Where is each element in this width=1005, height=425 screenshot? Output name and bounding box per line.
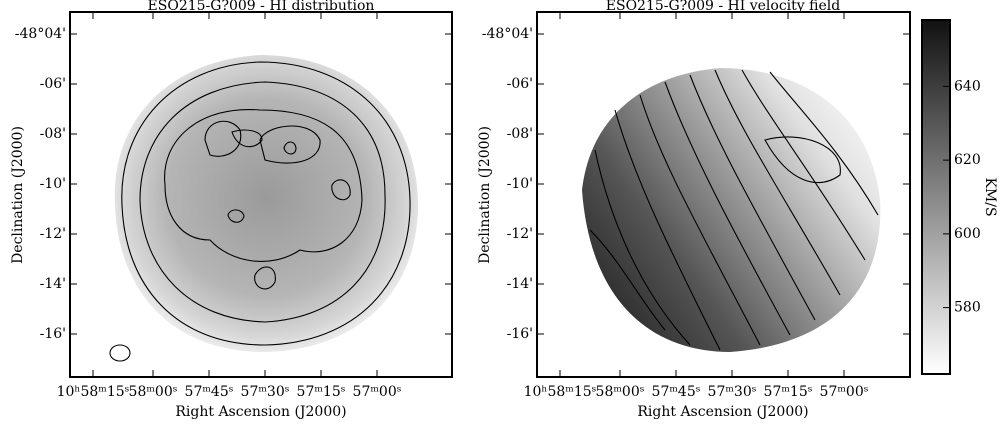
panel-title: ESO215-G?009 - HI distribution	[148, 0, 375, 14]
colorbar-label: KM/S	[982, 177, 998, 216]
x-tick-label: 57ᵐ15ˢ	[297, 384, 346, 400]
colorbar	[921, 19, 951, 375]
y-tick-label: -08'	[507, 126, 533, 142]
colorbar-tick-label: 620	[954, 152, 981, 168]
y-tick-label: -12'	[507, 226, 533, 242]
x-tick-label: 57ᵐ30ˢ	[708, 384, 757, 400]
y-tick-label: -48°04'	[15, 26, 66, 42]
y-tick-label: -10'	[40, 176, 66, 192]
y-tick-label: -10'	[507, 176, 533, 192]
colorbar-tick-label: 580	[954, 300, 981, 316]
x-tick-label: 57ᵐ15ˢ	[764, 384, 813, 400]
panel-title: ESO215-G?009 - HI velocity field	[606, 0, 840, 14]
y-tick-label: -12'	[40, 226, 66, 242]
y-tick-label: -06'	[40, 76, 66, 92]
x-tick-label: 57ᵐ30ˢ	[241, 384, 290, 400]
hi-map	[109, 55, 419, 362]
y-tick-label: -14'	[40, 276, 66, 292]
y-axis-label: Declination (J2000)	[477, 126, 493, 264]
x-tick-label: 57ᵐ45ˢ	[185, 384, 234, 400]
panel-frame	[69, 11, 453, 378]
colorbar-tick-label: 640	[954, 78, 981, 94]
x-tick-label: 57ᵐ00ˢ	[820, 384, 869, 400]
x-tick-label: 58ᵐ00ˢ	[596, 384, 645, 400]
y-tick-label: -06'	[507, 76, 533, 92]
y-tick-label: -08'	[40, 126, 66, 142]
colorbar-tick-label: 600	[954, 226, 981, 242]
x-tick-label: 58ᵐ00ˢ	[129, 384, 178, 400]
x-tick-label: 57ᵐ45ˢ	[652, 384, 701, 400]
y-tick-label: -14'	[507, 276, 533, 292]
x-axis-label: Right Ascension (J2000)	[175, 404, 346, 420]
y-tick-label: -16'	[507, 326, 533, 342]
x-axis-label: Right Ascension (J2000)	[637, 404, 808, 420]
x-tick-label: 10ʰ58ᵐ15ˢ	[524, 384, 597, 400]
y-axis-label: Declination (J2000)	[10, 126, 26, 264]
x-tick-label: 57ᵐ00ˢ	[353, 384, 402, 400]
velocity-map	[582, 68, 881, 352]
y-tick-label: -16'	[40, 326, 66, 342]
x-tick-label: 10ʰ58ᵐ15ˢ	[57, 384, 130, 400]
y-tick-label: -48°04'	[482, 26, 533, 42]
panel-frame	[536, 11, 911, 378]
